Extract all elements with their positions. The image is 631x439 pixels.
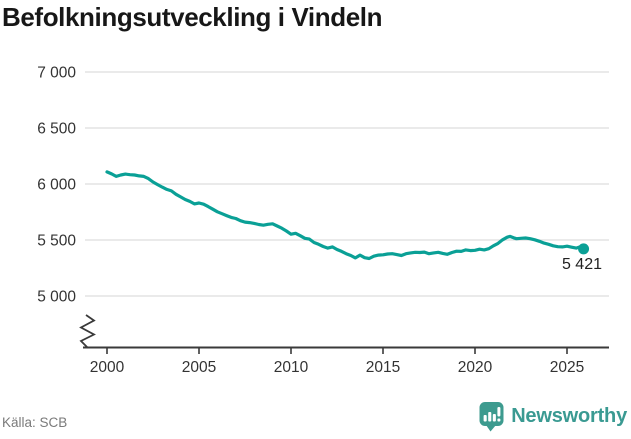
newsworthy-logo[interactable]: Newsworthy [479,401,627,432]
x-tick-label: 2015 [366,359,400,376]
source-note: Källa: SCB [2,415,68,430]
end-value-label: 5 421 [561,256,602,273]
y-axis-tick-labels: 5 000 5 500 6 000 6 500 7 000 [37,65,76,306]
x-tick-label: 2005 [182,359,216,376]
gridlines [85,71,609,297]
page-title: Befolkningsutveckling i Vindeln [2,2,383,32]
series-end-point-marker [578,243,590,255]
x-tick-label: 2000 [90,359,125,376]
y-tick-label: 6 500 [37,121,76,138]
newsworthy-badge-icon [479,402,504,432]
y-axis-break-icon [79,314,96,349]
y-tick-label: 5 500 [37,233,76,250]
x-tick-label: 2020 [458,359,493,376]
x-axis-tick-labels: 2000 2005 2010 2015 2020 2025 [90,359,584,376]
newsworthy-wordmark: Newsworthy [511,405,627,427]
y-tick-label: 5 000 [37,289,76,306]
population-series-line [105,170,586,261]
x-tick-label: 2025 [550,359,584,376]
y-tick-label: 6 000 [37,177,76,194]
x-axis-ticks [106,347,568,354]
y-tick-label: 7 000 [37,65,76,82]
x-tick-label: 2010 [274,359,309,376]
